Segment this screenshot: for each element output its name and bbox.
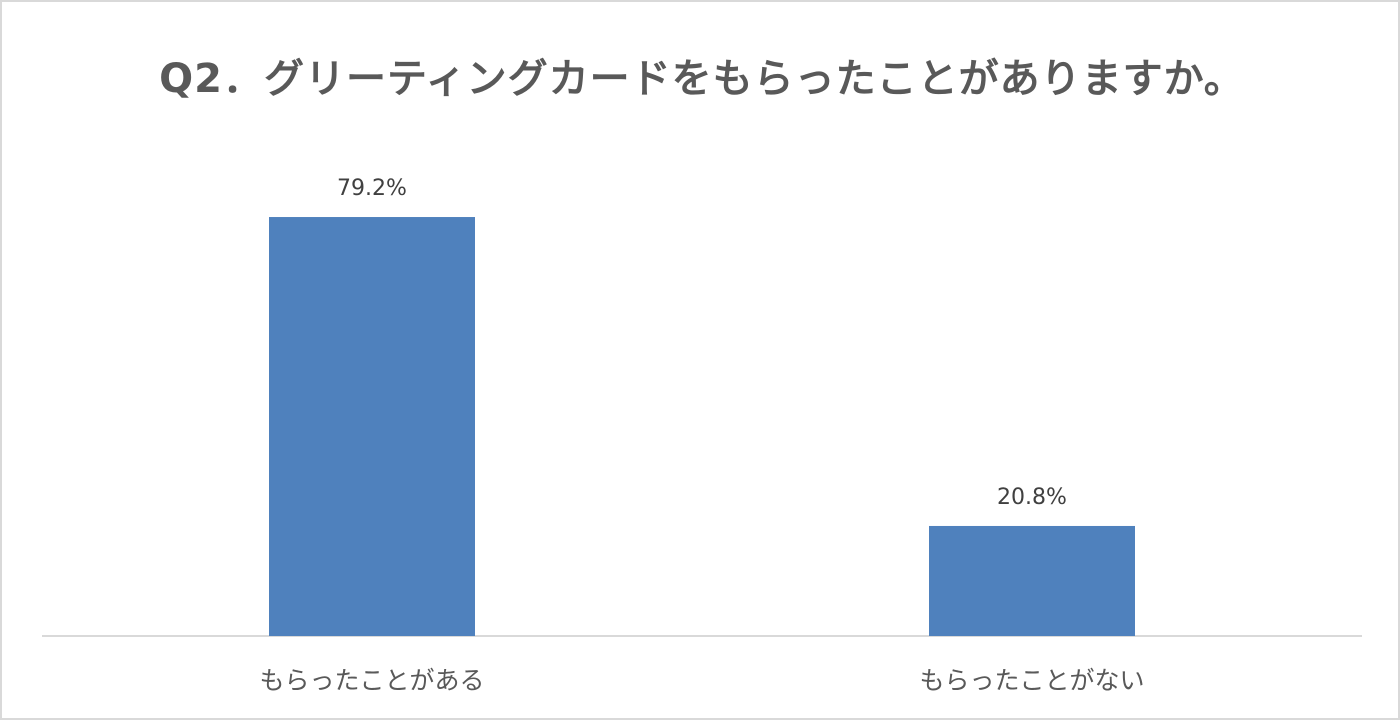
bar-2 (929, 525, 1135, 636)
category-label-1: もらったことがある (259, 666, 484, 695)
data-label-1: 79.2% (337, 176, 407, 201)
chart-title: Q2．グリーティングカードをもらったことがありますか。 (159, 56, 1245, 102)
bar-1 (269, 217, 475, 637)
bars-group (269, 217, 1135, 637)
category-labels-group: もらったことがある もらったことがない (259, 666, 1144, 695)
data-labels-group: 79.2% 20.8% (337, 176, 1067, 510)
data-label-2: 20.8% (997, 485, 1067, 510)
category-label-2: もらったことがない (919, 666, 1144, 695)
